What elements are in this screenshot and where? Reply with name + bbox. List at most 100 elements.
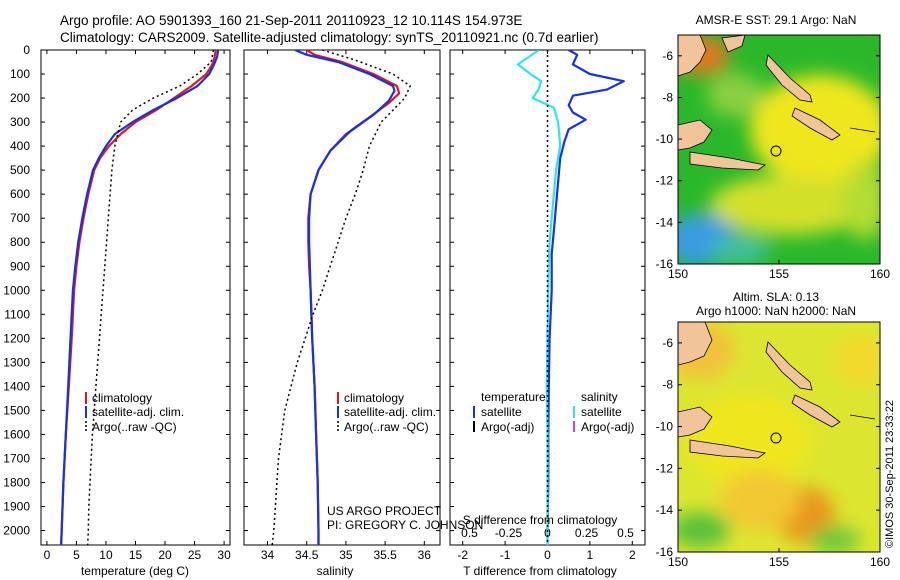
legend-label-t-argo: Argo(-adj) (481, 420, 534, 434)
map-x-tick-label: 155 (769, 555, 789, 569)
series-line-satellite-adj-clim- (60, 50, 220, 545)
depth-tick-label: 600 (10, 187, 30, 201)
map-x-tick-label: 160 (870, 267, 890, 281)
map-y-tick-label: -8 (662, 90, 673, 104)
difference-top-xlabel: S difference from climatology (463, 513, 618, 527)
depth-tick-label: 800 (10, 235, 30, 249)
difference-legend: temperature salinity satellite Argo(-adj… (473, 390, 634, 434)
temperature-panel: 0 5 10 15 20 25 30 temperature (deg C) climato… (40, 49, 231, 578)
series-line-argo-raw-qc- (271, 50, 411, 545)
series-line-salinity-satellite (516, 50, 562, 545)
depth-tick-label: 1500 (3, 403, 30, 417)
map-y-tick-label: -8 (662, 378, 673, 392)
legend-label-argo: Argo(..raw -QC) (92, 420, 177, 434)
depth-axis: 0 100 200 300 400 500 600 700 800 900 1000 1100 1200… (3, 43, 30, 538)
x-tick-label: 34 (261, 548, 275, 562)
series-line-climatology (306, 50, 401, 545)
legend-label-argo: Argo(..raw -QC) (344, 420, 429, 434)
map-y-tick-label: -6 (662, 336, 673, 350)
salinity-panel: 34 34.5 35 35.5 36 salinity climatology sate… (243, 49, 483, 578)
figure-title-line1: Argo profile: AO 5901393_160 21-Sep-2011… (60, 13, 522, 28)
x-tick-label: 2 (629, 548, 636, 562)
sst-heatmap (678, 35, 880, 264)
legend-header-temperature: temperature (481, 390, 546, 404)
map-y-tick-label: -16 (656, 257, 674, 271)
depth-tick-label: 1400 (3, 379, 30, 393)
series-line-argo-raw-qc- (86, 50, 215, 545)
depth-tick-label: 700 (10, 211, 30, 225)
x-tick-label: 0 (44, 548, 51, 562)
x-tick-label: 20 (158, 548, 172, 562)
salinity-xlabel: salinity (317, 564, 354, 578)
figure-title-line2: Climatology: CARS2009. Satellite-adjuste… (60, 30, 599, 45)
legend-label-t-satellite: satellite (481, 405, 522, 419)
x-tick-label: 5 (73, 548, 80, 562)
temperature-legend: climatology satellite-adj. clim. Argo(..… (85, 391, 184, 434)
top-x-tick-label: -0.25 (495, 526, 523, 540)
depth-tick-label: 500 (10, 163, 30, 177)
depth-tick-label: 1700 (3, 451, 30, 465)
map-y-tick-label: -12 (656, 174, 674, 188)
legend-label-s-satellite: satellite (581, 405, 622, 419)
series-line-climatology (60, 50, 217, 545)
depth-tick-label: 100 (10, 67, 30, 81)
map-y-tick-label: -6 (662, 49, 673, 63)
legend-label-s-argo: Argo(-adj) (581, 420, 634, 434)
x-tick-label: 36 (418, 548, 432, 562)
salinity-legend: climatology satellite-adj. clim. Argo(..… (337, 391, 436, 434)
map-y-tick-label: -14 (656, 503, 674, 517)
depth-tick-label: 1800 (3, 476, 30, 490)
map-x-tick-label: 150 (668, 267, 688, 281)
top-x-tick-label: 0.5 (617, 526, 634, 540)
map-y-tick-label: -14 (656, 215, 674, 229)
map-x-tick-label: 150 (668, 555, 688, 569)
x-tick-label: 35.5 (373, 548, 397, 562)
depth-tick-label: 1100 (4, 307, 30, 321)
legend-label-climatology: climatology (344, 391, 404, 405)
x-tick-label: 15 (129, 548, 143, 562)
depth-tick-label: 2000 (3, 524, 30, 538)
depth-tick-label: 1200 (3, 331, 30, 345)
x-tick-label: 25 (188, 548, 202, 562)
map-y-tick-label: -16 (656, 545, 674, 559)
depth-tick-label: 200 (10, 91, 30, 105)
map-y-tick-label: -12 (656, 461, 674, 475)
difference-panel: -2 -1 0 1 20.5 -0.25 0 0.25 0.5 S difference fro… (449, 49, 646, 578)
argo-float-marker (770, 145, 782, 157)
depth-tick-label: 1600 (3, 427, 30, 441)
sla-map-title-line1: Altim. SLA: 0.13 (733, 290, 819, 304)
sla-map-panel: Altim. SLA: 0.13 Argo h1000: NaN h2000: … (656, 290, 891, 569)
top-x-tick-label: 0.5 (461, 526, 478, 540)
top-x-tick-label: 0.25 (575, 526, 599, 540)
sla-heatmap (678, 322, 880, 552)
sst-map-title: AMSR-E SST: 29.1 Argo: NaN (696, 13, 857, 27)
depth-tick-label: 0 (23, 43, 30, 57)
depth-tick-label: 900 (10, 259, 30, 273)
map-y-tick-label: -10 (656, 420, 674, 434)
depth-tick-label: 300 (10, 115, 30, 129)
sla-map-title-line2: Argo h1000: NaN h2000: NaN (696, 304, 856, 318)
salinity-axes-frame (243, 49, 441, 546)
legend-label-climatology: climatology (92, 391, 152, 405)
sst-map-panel: AMSR-E SST: 29.1 Argo: NaN 150 155 160 -6 -8… (656, 13, 891, 281)
depth-tick-label: 1900 (3, 500, 30, 514)
map-y-tick-label: -10 (656, 132, 674, 146)
temperature-xlabel: temperature (deg C) (81, 564, 189, 578)
legend-label-satellite: satellite-adj. clim. (344, 405, 436, 419)
temperature-axes-frame (40, 49, 231, 546)
map-x-tick-label: 155 (769, 267, 789, 281)
series-line-temperature-satellite (546, 50, 625, 545)
series-line-satellite-adj-clim- (294, 50, 396, 545)
depth-tick-label: 1000 (3, 283, 30, 297)
difference-xlabel: T difference from climatology (463, 564, 617, 578)
x-tick-label: -2 (457, 548, 468, 562)
depth-tick-label: 400 (10, 139, 30, 153)
x-tick-label: 1 (587, 548, 594, 562)
x-tick-label: 30 (217, 548, 231, 562)
x-tick-label: 35 (339, 548, 353, 562)
x-tick-label: 34.5 (295, 548, 319, 562)
depth-tick-label: 1300 (3, 355, 30, 369)
x-tick-label: 10 (99, 548, 113, 562)
credit-pi: PI: GREGORY C. JOHNSON (327, 518, 483, 532)
